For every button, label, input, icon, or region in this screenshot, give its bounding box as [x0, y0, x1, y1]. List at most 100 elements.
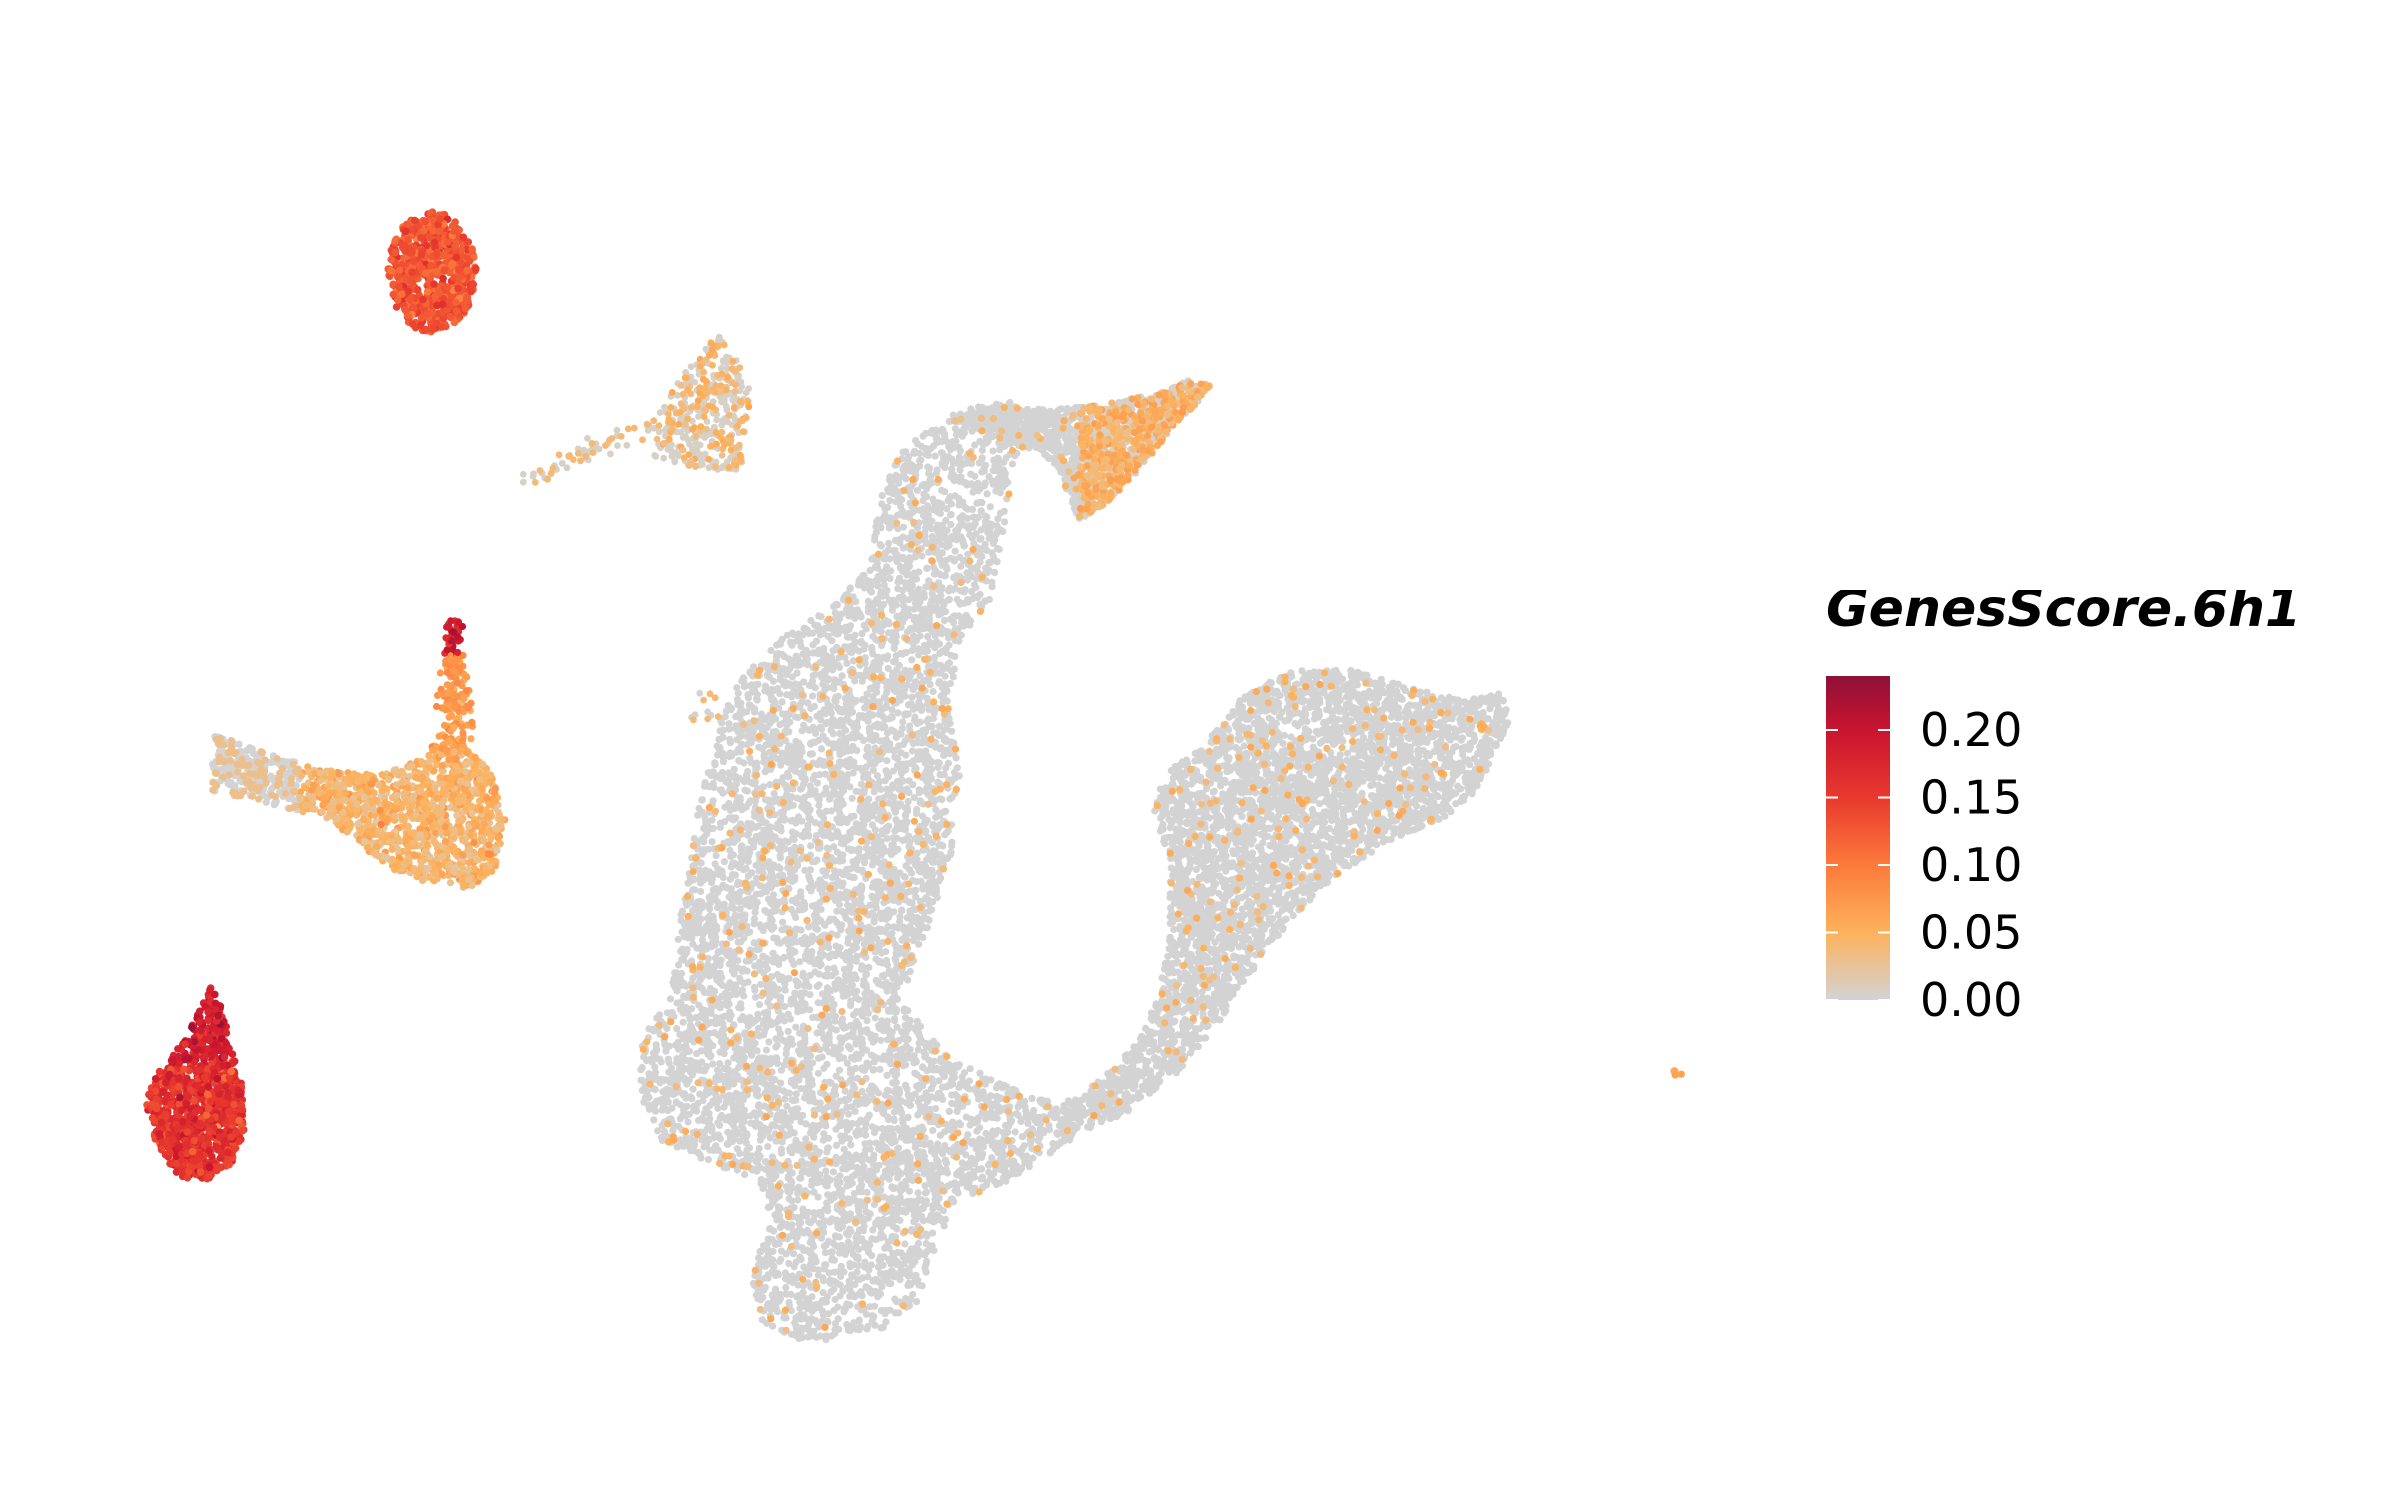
cell-point: [837, 1191, 845, 1199]
cell-point: [934, 763, 942, 772]
cell-point: [930, 729, 938, 737]
cell-point: [774, 650, 783, 658]
cell-point: [880, 1193, 888, 1201]
cell-point: [878, 972, 887, 980]
cell-point: [783, 1045, 791, 1053]
cell-point: [1008, 460, 1017, 468]
cell-point: [757, 980, 765, 989]
cell-point: [864, 1322, 872, 1331]
cell-point: [885, 1115, 893, 1124]
cell-point: [901, 786, 909, 794]
cell-point: [704, 1156, 713, 1164]
cell-point: [895, 494, 903, 502]
cell-point: [833, 907, 841, 915]
cell-point: [741, 1170, 749, 1179]
cell-point: [784, 1027, 792, 1035]
cell-point: [751, 797, 760, 805]
cell-point: [665, 1059, 673, 1067]
cell-point: [778, 1218, 786, 1226]
cell-point: [939, 534, 947, 542]
cell-point: [880, 693, 889, 701]
cell-point: [898, 906, 906, 914]
cell-point: [855, 995, 863, 1004]
cell-point: [928, 1242, 936, 1250]
cell-point: [770, 934, 778, 942]
cell-point: [799, 770, 808, 778]
cell-point: [839, 952, 847, 960]
cell-point: [859, 1218, 868, 1226]
cell-point: [845, 1241, 853, 1249]
cell-point: [943, 505, 951, 513]
cell-point: [751, 1016, 759, 1024]
cell-point: [732, 713, 740, 721]
cell-point: [660, 1127, 669, 1136]
cell-point: [805, 872, 813, 880]
cell-point: [899, 718, 907, 726]
cell-point: [664, 1133, 672, 1141]
cell-point: [777, 1079, 785, 1087]
cell-point: [689, 1058, 697, 1066]
cell-point: [892, 471, 900, 479]
cell-point: [774, 1207, 783, 1215]
cell-point: [971, 441, 979, 449]
cell-point: [755, 1001, 764, 1009]
cell-point: [857, 1288, 865, 1296]
cell-point: [776, 1290, 784, 1298]
cell-point: [909, 781, 917, 789]
cell-point: [854, 1253, 862, 1261]
cell-point: [847, 828, 855, 836]
cell-point: [905, 596, 913, 604]
cell-point: [651, 1085, 660, 1094]
cell-point: [707, 1052, 715, 1060]
cell-point: [801, 1034, 809, 1042]
cell-point: [1025, 1160, 1033, 1168]
cell-point: [799, 1111, 807, 1120]
cell-point: [892, 956, 900, 964]
cell-point: [764, 1274, 772, 1282]
cell-point: [778, 698, 786, 706]
cell-point: [924, 463, 932, 471]
cell-point: [968, 505, 977, 513]
cell-point: [637, 1066, 645, 1074]
cell-point: [726, 846, 734, 854]
cell-point: [666, 995, 675, 1003]
cell-point: [809, 692, 817, 700]
cell-point: [851, 1107, 859, 1115]
cell-point: [733, 684, 741, 692]
cell-point: [689, 1085, 697, 1093]
cell-point: [785, 680, 793, 688]
cell-point: [711, 860, 719, 868]
cell-point: [830, 787, 838, 795]
cell-point: [822, 1167, 830, 1175]
cell-point: [684, 1118, 692, 1126]
cell-point: [730, 970, 738, 978]
cell-point: [663, 1009, 672, 1017]
cell-point: [754, 680, 762, 688]
cell-point: [902, 1042, 911, 1050]
cell-point: [908, 747, 917, 755]
cell-point: [921, 1189, 930, 1197]
cell-point: [719, 733, 727, 742]
cell-point: [784, 1223, 792, 1231]
cell-point: [912, 1057, 920, 1065]
cell-point: [948, 1069, 956, 1077]
cell-point: [651, 1069, 660, 1077]
cell-point: [902, 1182, 910, 1190]
cell-point: [882, 948, 890, 956]
cell-point: [922, 816, 930, 824]
cell-point: [782, 1089, 790, 1097]
cell-point: [911, 1069, 919, 1077]
cell-point: [875, 878, 883, 886]
cell-point: [657, 1058, 665, 1066]
cell-point: [878, 492, 886, 500]
cell-point: [989, 447, 997, 455]
cell-point: [873, 772, 882, 780]
cell-point: [994, 515, 1002, 523]
cell-point: [1030, 1106, 1038, 1115]
cell-point: [896, 1193, 904, 1201]
cell-point: [812, 832, 821, 840]
cell-point: [813, 856, 821, 864]
cell-point: [832, 1141, 841, 1149]
cell-point: [706, 1039, 714, 1047]
cell-point: [874, 1089, 883, 1097]
